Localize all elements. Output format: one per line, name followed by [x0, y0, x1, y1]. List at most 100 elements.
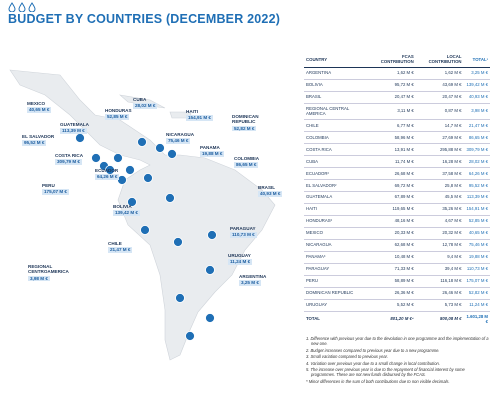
table-cell: COSTA RICA: [304, 143, 370, 157]
map-label-name: DOMINICAN REPUBLIC: [232, 114, 259, 125]
table-row: COLOMBIA 58,96 M €27,69 M €86,65 M €: [304, 131, 490, 145]
table-cell: NICARAGUA: [304, 239, 370, 253]
map-marker: [173, 237, 183, 247]
footnote: 4. Variation over previous year due to a…: [306, 360, 440, 366]
map-label: COSTA RICA 309,79 M €: [55, 153, 83, 165]
table-cell: GUATEMALA: [304, 191, 370, 205]
map-label: PANAMA 19,88 M €: [200, 145, 225, 157]
table-cell: HONDURAS²: [304, 215, 370, 229]
table-cell: 43,69 M €: [415, 79, 464, 92]
map-label-name: ECUADOR: [95, 168, 119, 173]
footnote: * Minor differences in the sum of both c…: [306, 378, 450, 384]
table-row: PERU 58,89 M €116,18 M €175,07 M €: [304, 275, 490, 289]
map-marker: [75, 133, 85, 143]
map-label-value: 21,47 M €: [108, 247, 133, 253]
map-label-value: 40,93 M €: [258, 191, 283, 197]
table-cell: 20,47 M €: [415, 91, 464, 104]
map-label-value: 95,52 M €: [22, 140, 47, 146]
table-cell: 3,25 M €: [463, 67, 490, 80]
map-marker: [125, 165, 135, 175]
table-cell: 20,33 M €: [370, 227, 416, 241]
table-row: ECUADOR² 26,68 M €37,58 M €64,26 M €: [304, 167, 490, 181]
column-header: COUNTRY: [304, 53, 370, 68]
table-cell: CHILE: [304, 119, 370, 133]
table-cell: 11,24 M €: [463, 299, 490, 312]
table-cell: TOTAL: [304, 310, 370, 328]
table-cell: 10,48 M €: [370, 251, 416, 265]
table-row: URUGUAY 5,52 M €5,73 M €11,24 M €: [304, 299, 490, 312]
map-label: REGIONAL CENTROAMERICA 3,98 M €: [28, 264, 72, 282]
map-label: PERU 175,07 M €: [42, 183, 69, 195]
table-row: ARGENTINA 1,62 M €1,62 M €3,25 M €: [304, 67, 490, 80]
table-cell: 1.601,28 M €: [463, 310, 490, 328]
map-label-name: NICARAGUA: [166, 132, 195, 137]
table-row: HONDURAS² 48,16 M €4,67 M €52,85 M €: [304, 215, 490, 229]
table-cell: 139,42 M €: [463, 79, 490, 92]
map-label: ARGENTINA 3,25 M €: [239, 274, 266, 286]
map-label-name: BOLIVIA: [113, 204, 132, 209]
table-cell: 58,89 M €: [370, 275, 416, 289]
table-row: BRASIL 20,47 M €20,47 M €40,93 M €: [304, 91, 490, 104]
map-marker: [167, 149, 177, 159]
map-label: GUATEMALA 113,39 M €: [60, 122, 89, 134]
map-label-name: REGIONAL CENTROAMERICA: [28, 264, 69, 275]
map-marker: [207, 230, 217, 240]
map-label-value: 28,02 M €: [133, 103, 158, 109]
map-label: HAITI 154,91 M €: [186, 109, 213, 121]
table-cell: PARAGUAY: [304, 263, 370, 277]
map-marker: [91, 153, 101, 163]
budget-table: COUNTRY FCAS CONTRIBUTION LOCAL CONTRIBUTI…: [304, 53, 490, 328]
map-label: EL SALVADOR 95,52 M €: [22, 134, 54, 146]
table-cell: 26,36 M €: [370, 287, 416, 300]
table-cell: PERU: [304, 275, 370, 289]
table-cell: 9,4 M €: [415, 251, 464, 265]
table-cell: COLOMBIA: [304, 131, 370, 145]
map-label-value: 52,85 M €: [105, 114, 130, 120]
table-cell: 13,91 M €: [370, 143, 416, 157]
table-cell: 26,68 M €: [370, 167, 416, 181]
map-label: URUGUAY 11,24 M €: [228, 253, 253, 265]
map-label-name: PANAMA: [200, 145, 220, 150]
table-cell: 119,65 M €: [370, 203, 416, 217]
table-cell: ARGENTINA: [304, 67, 370, 80]
map-marker: [205, 265, 215, 275]
table-cell: CUBA: [304, 155, 370, 169]
map-label-value: 309,79 M €: [55, 159, 82, 165]
table-cell: 40,93 M €: [463, 91, 490, 104]
table-cell: 116,18 M €: [415, 275, 464, 289]
map-label-name: PARAGUAY: [230, 226, 256, 231]
table-cell: 3,98 M €: [463, 103, 490, 121]
table-row: CUBA 11,74 M €16,28 M €28,02 M €: [304, 155, 490, 169]
table-cell: URUGUAY: [304, 299, 370, 312]
map-label-value: 64,26 M €: [95, 174, 120, 180]
table-cell: 75,46 M €: [463, 239, 490, 253]
map-label-name: BRASIL: [258, 185, 276, 190]
table-row: NICARAGUA 62,68 M €12,78 M €75,46 M €: [304, 239, 490, 253]
map-marker: [155, 143, 165, 153]
table-cell: 95,72 M €: [370, 79, 416, 92]
table-cell: 5,73 M €: [415, 299, 464, 312]
map-label-name: COSTA RICA: [55, 153, 84, 158]
table-cell: 69,72 M €: [370, 179, 416, 193]
table-cell: 309,79 M €: [463, 143, 490, 157]
map-label-value: 11,24 M €: [228, 259, 253, 265]
land: [9, 69, 276, 361]
table-cell: 1,62 M €: [370, 67, 416, 80]
map-label: BRASIL 40,93 M €: [258, 185, 283, 197]
table-row: COSTA RICA 13,91 M €295,88 M €309,79 M €: [304, 143, 490, 157]
title: BUDGET BY COUNTRIES (DECEMBER 2022): [8, 12, 281, 26]
map-marker: [127, 197, 137, 207]
table-cell: 25,8 M €: [415, 179, 464, 193]
map-label: MEXICO 40,65 M €: [27, 101, 52, 113]
table-row: CHILE 6,77 M €14,7 M €21,47 M €: [304, 119, 490, 133]
table-cell: 295,88 M €: [415, 143, 464, 157]
map-label-value: 52,82 M €: [232, 125, 257, 132]
table-cell: 3,11 M €: [370, 103, 416, 121]
map-label: COLOMBIA 86,65 M €: [234, 156, 259, 168]
map-label-name: HONDURAS: [105, 108, 132, 113]
map-marker: [185, 331, 195, 341]
table-cell: 16,28 M €: [415, 155, 464, 169]
table-cell: ECUADOR²: [304, 167, 370, 181]
table-row: DOMINICAN REPUBLIC 26,36 M €26,46 M €52,8…: [304, 287, 490, 300]
map-label: NICARAGUA 75,46 M €: [166, 132, 194, 144]
